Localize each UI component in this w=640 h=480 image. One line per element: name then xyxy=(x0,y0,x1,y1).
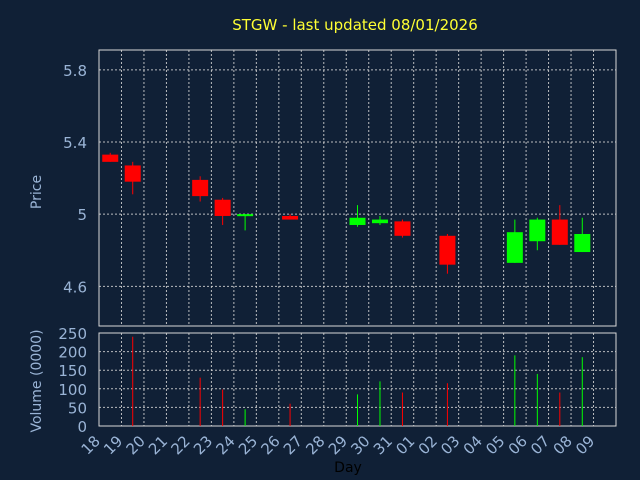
candle-body xyxy=(237,214,254,217)
volume-tick-label: 250 xyxy=(58,325,87,343)
volume-tick-label: 50 xyxy=(68,399,87,417)
price-grid xyxy=(99,50,616,326)
candle-body xyxy=(124,165,141,182)
candles xyxy=(102,152,591,274)
candle-body xyxy=(349,217,366,225)
volume-bars xyxy=(132,336,583,426)
chart-title: STGW - last updated 08/01/2026 xyxy=(232,16,478,34)
x-axis-label: Day xyxy=(334,460,362,476)
price-tick-label: 5.8 xyxy=(63,62,87,80)
volume-axis-label: Volume (0000) xyxy=(29,329,45,432)
x-tick-label: 09 xyxy=(572,432,598,458)
candle-body xyxy=(371,219,388,224)
price-tick-label: 4.6 xyxy=(63,278,87,296)
candle-body xyxy=(192,179,209,197)
price-panel-frame xyxy=(98,49,617,327)
volume-tick-label: 150 xyxy=(58,362,87,380)
x-axis-ticks: 1819202122232425262728293031010203040506… xyxy=(78,432,599,458)
candle-body xyxy=(102,154,119,162)
price-tick-label: 5.4 xyxy=(63,134,87,152)
candle-body xyxy=(439,235,456,265)
volume-tick-label: 200 xyxy=(58,344,87,362)
candle-body xyxy=(506,232,523,263)
price-tick-label: 5 xyxy=(77,206,87,224)
price-axis-ticks: 4.6 5 5.4 5.8 xyxy=(63,62,87,296)
volume-tick-label: 100 xyxy=(58,381,87,399)
candle-body xyxy=(394,221,411,236)
candle-body xyxy=(551,219,568,245)
candle-body xyxy=(214,199,231,216)
volume-grid xyxy=(99,333,616,426)
candle-body xyxy=(529,219,546,242)
price-axis-label: Price xyxy=(29,175,45,209)
candle-body xyxy=(282,215,299,220)
volume-tick-label: 0 xyxy=(77,418,87,436)
candle-body xyxy=(574,234,591,253)
